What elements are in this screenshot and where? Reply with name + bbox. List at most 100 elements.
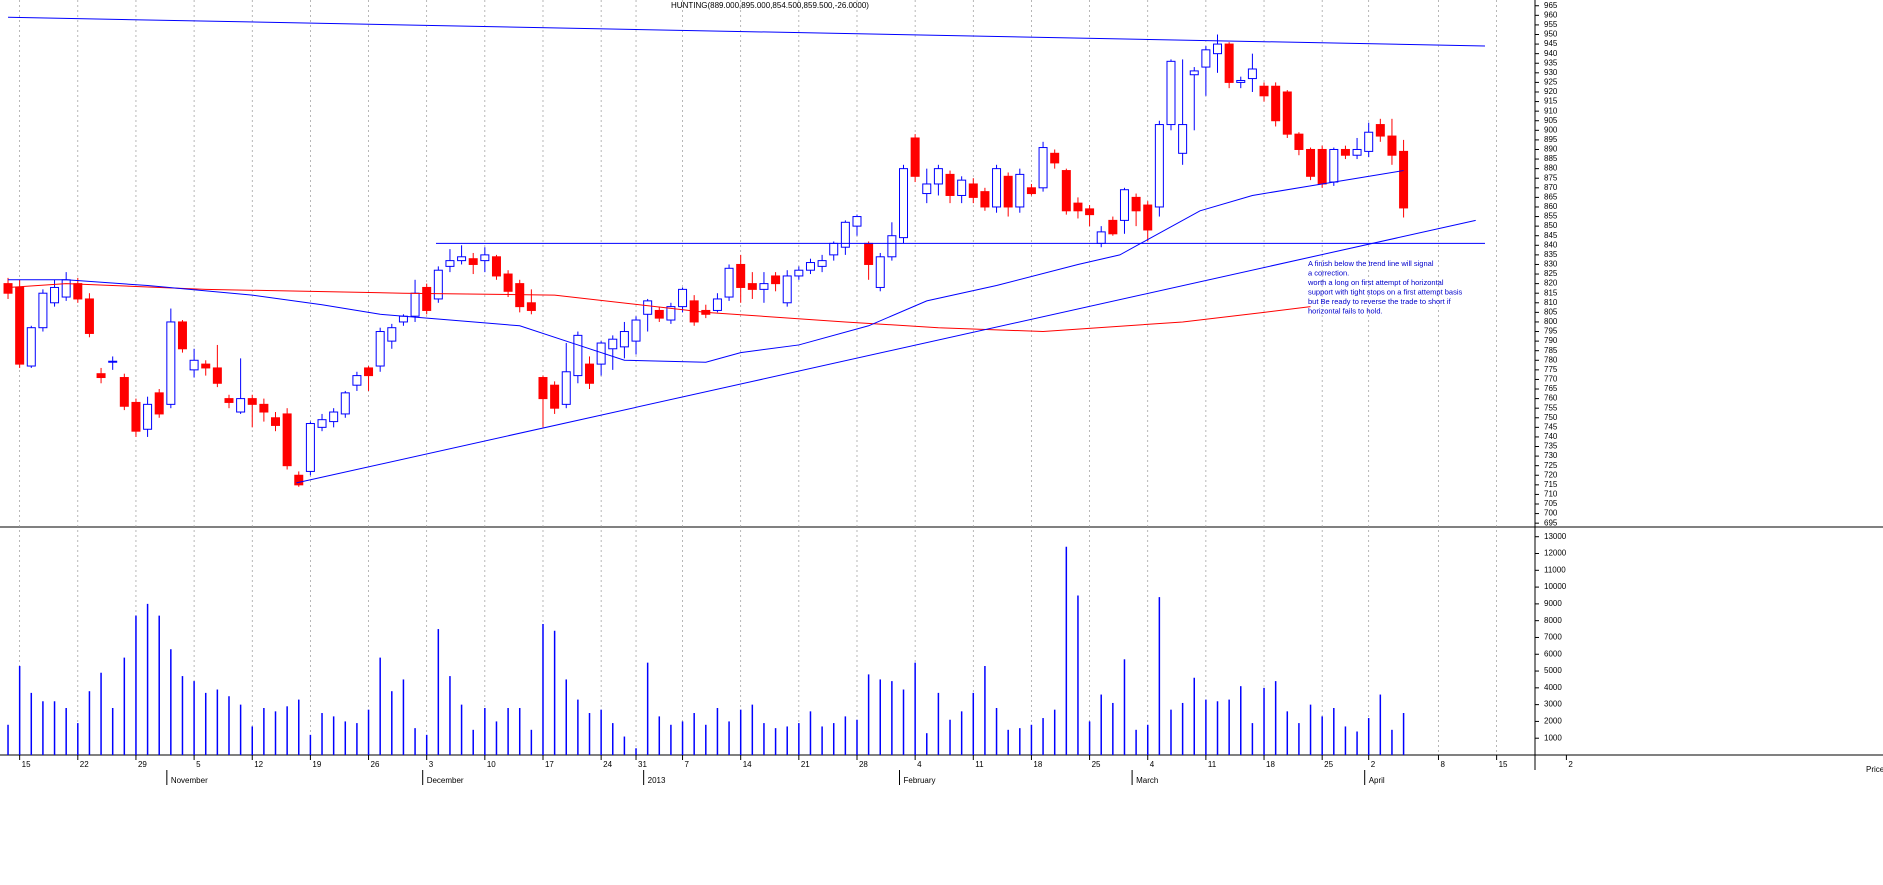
y-tick-label: 945 (1544, 39, 1558, 48)
x-tick-label: 12 (254, 760, 263, 769)
x-tick-label: 2 (1371, 760, 1376, 769)
y-tick-label: 730 (1544, 451, 1558, 460)
candle-body (15, 286, 25, 365)
y-tick-label: 855 (1544, 212, 1558, 221)
y-tick-label: 4000 (1544, 683, 1562, 692)
y-tick-label: 765 (1544, 384, 1558, 393)
candle-body (1154, 124, 1164, 208)
candle-body (1399, 150, 1409, 209)
x-tick-label: 4 (1150, 760, 1155, 769)
candle-body (1352, 148, 1362, 156)
candle-body (1387, 135, 1397, 156)
y-tick-label: 7000 (1544, 633, 1562, 642)
y-tick-label: 710 (1544, 490, 1558, 499)
candle-body (864, 242, 874, 265)
y-tick-label: 935 (1544, 58, 1558, 67)
annotation: a correction. (1308, 268, 1349, 277)
trend-line (296, 219, 1476, 484)
y-tick-label: 5000 (1544, 666, 1562, 675)
y-tick-label: 750 (1544, 413, 1558, 422)
candle-body (573, 334, 583, 377)
candle-body (26, 327, 36, 367)
annotation: worth a long on first attempt of horizon… (1307, 278, 1444, 287)
candle-body (457, 256, 467, 262)
chart-title: HUNTING(889.000,895.000,854.500,859.500,… (671, 1, 869, 10)
candle-body (1247, 68, 1257, 80)
candle-body (1329, 148, 1339, 183)
y-tick-label: 820 (1544, 279, 1558, 288)
candle-body (1306, 148, 1316, 177)
y-tick-label: 8000 (1544, 616, 1562, 625)
x-tick-label: 21 (801, 760, 810, 769)
candle-body (1073, 202, 1083, 212)
candle-body (305, 423, 315, 472)
candle-body (387, 327, 397, 342)
y-tick-label: 1000 (1544, 733, 1562, 742)
candle-body (526, 302, 536, 311)
x-tick-label: 29 (138, 760, 147, 769)
candle-body (712, 298, 722, 311)
candle-body (968, 183, 978, 198)
annotation: horizontal fails to hold. (1308, 306, 1383, 315)
y-tick-label: 9000 (1544, 599, 1562, 608)
y-tick-label: 735 (1544, 442, 1558, 451)
candle-body (236, 398, 246, 413)
y-tick-label: 11000 (1544, 565, 1566, 574)
y-tick-label: 865 (1544, 192, 1558, 201)
candle-body (468, 258, 478, 265)
candle-body (1026, 187, 1036, 195)
x-tick-label: 25 (1324, 760, 1333, 769)
candle-body (887, 235, 897, 258)
candle-body (1282, 91, 1292, 135)
candle-body (61, 279, 71, 298)
x-tick-label: 28 (859, 760, 868, 769)
annotation: A finish below the trend line will signa… (1308, 259, 1434, 268)
candle-body (38, 292, 48, 329)
x-tick-label: 2 (1568, 760, 1573, 769)
candle-body (3, 283, 13, 294)
candle-body (1038, 147, 1048, 189)
y-tick-label: 850 (1544, 221, 1558, 230)
x-tick-label: 25 (1092, 760, 1101, 769)
annotation: but Be ready to reverse the trade to sho… (1308, 297, 1451, 306)
y-tick-label: 825 (1544, 269, 1558, 278)
corner-label: Price (1866, 765, 1883, 774)
candle-body (1317, 148, 1327, 185)
y-tick-label: 775 (1544, 365, 1558, 374)
candle-body (910, 137, 920, 177)
candle-body (1119, 189, 1129, 221)
candle-body (491, 256, 501, 277)
x-tick-label: 18 (1266, 760, 1275, 769)
candle-body (1213, 43, 1223, 55)
candle-body (933, 168, 943, 185)
candle-body (1015, 173, 1025, 208)
y-tick-label: 950 (1544, 30, 1558, 39)
y-tick-label: 720 (1544, 470, 1558, 479)
candle-body (433, 269, 443, 300)
candle-body (1096, 231, 1106, 244)
candle-body (259, 403, 269, 413)
candle-body (852, 216, 862, 227)
candle-body (1061, 170, 1071, 212)
candle-body (96, 373, 106, 379)
x-tick-label: 17 (545, 760, 554, 769)
x-tick-label: 18 (1033, 760, 1042, 769)
candle-body (608, 338, 618, 350)
month-label: December (427, 776, 464, 785)
candle-body (840, 221, 850, 248)
candle-body (422, 286, 432, 311)
candle-body (1364, 131, 1374, 152)
candle-body (50, 286, 60, 304)
month-label: April (1369, 776, 1385, 785)
x-tick-label: 7 (685, 760, 690, 769)
trend-line (8, 16, 1486, 47)
y-tick-label: 880 (1544, 164, 1558, 173)
candle-body (224, 398, 234, 403)
y-tick-label: 13000 (1544, 532, 1567, 541)
y-tick-label: 910 (1544, 106, 1558, 115)
candle-body (805, 262, 815, 271)
candle-body (817, 260, 827, 267)
y-tick-label: 715 (1544, 480, 1558, 489)
